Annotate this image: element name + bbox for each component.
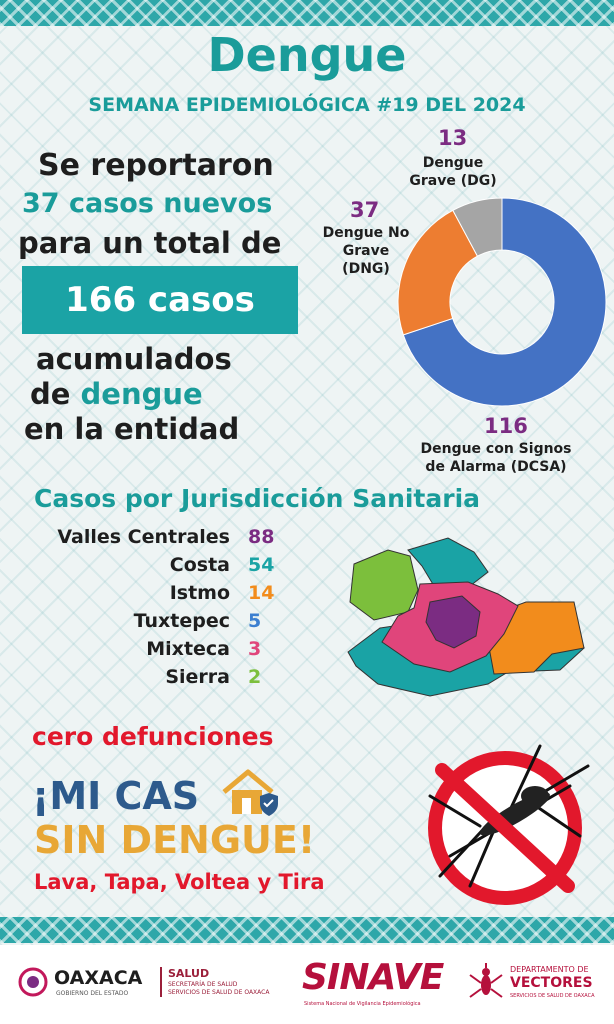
vectores-mosquito-icon: [469, 963, 503, 998]
vectores-logo-line-2: VECTORES: [510, 975, 593, 991]
total-cases-badge: 166 casos: [22, 266, 298, 334]
summary-line-5: de dengue: [30, 377, 203, 411]
dg-label: Dengue Grave (DG): [409, 155, 497, 189]
summary-new-cases: 37 casos nuevos: [22, 188, 273, 219]
jurisdiction-name: Tuxtepec: [133, 610, 230, 632]
no-mosquito-icon: [428, 744, 590, 905]
jurisdiction-value: 5: [248, 610, 262, 632]
case-type-donut-chart: [397, 197, 607, 407]
oaxaca-emblem-icon: [18, 967, 48, 997]
deaths-statement: cero defunciones: [32, 722, 274, 751]
map-region-istmo: [487, 601, 585, 675]
donut-slice-dng: [397, 209, 479, 336]
jurisdiction-name: Valles Centrales: [57, 526, 230, 548]
sinave-logo-sub: Sistema Nacional de Vigilancia Epidemiol…: [304, 1001, 421, 1007]
top-border-band: [0, 0, 614, 26]
map-region-tuxtepec: [407, 537, 489, 587]
logo-divider: [160, 967, 162, 997]
oaxaca-map: [347, 537, 585, 697]
dng-label: Dengue No Grave (DNG): [322, 225, 410, 277]
campaign-slogan: Lava, Tapa, Voltea y Tira: [34, 870, 325, 894]
dg-number: 13: [438, 126, 468, 150]
map-region-mixteca: [349, 549, 419, 621]
vectores-logo-line-1: DEPARTAMENTO DE: [510, 965, 589, 974]
summary-line-4: acumulados: [36, 342, 232, 376]
jurisdiction-value: 2: [248, 666, 262, 688]
campaign-line-2: SIN DENGUE!: [34, 818, 316, 862]
jurisdictions-heading: Casos por Jurisdicción Sanitaria: [34, 484, 481, 513]
vectores-logo-line-3: SERVICIOS DE SALUD DE OAXACA: [510, 993, 595, 999]
bottom-border-band: [0, 917, 614, 943]
jurisdiction-value: 3: [248, 638, 262, 660]
donut-slice-dg: [452, 197, 503, 257]
campaign-line-1: ¡MI CAS: [32, 774, 200, 818]
jurisdiction-name: Costa: [169, 554, 230, 576]
map-region-valles: [425, 595, 481, 649]
oaxaca-logo-sub: GOBIERNO DEL ESTADO: [56, 990, 129, 997]
dng-number: 37: [350, 198, 380, 222]
jurisdiction-value: 14: [248, 582, 275, 604]
page-title: Dengue: [207, 28, 407, 82]
jurisdiction-value: 54: [248, 554, 275, 576]
patterned-background: [0, 0, 614, 945]
jurisdiction-value: 88: [248, 526, 275, 548]
donut-slice-dcsa: [402, 197, 607, 407]
dcsa-label: Dengue con Signos de Alarma (DCSA): [420, 441, 572, 475]
jurisdiction-name: Istmo: [169, 582, 230, 604]
page-subtitle: SEMANA EPIDEMIOLÓGICA #19 DEL 2024: [88, 94, 526, 116]
dcsa-number: 116: [484, 414, 528, 438]
jurisdiction-name: Sierra: [165, 666, 230, 688]
summary-line-1: Se reportaron: [38, 148, 274, 183]
oaxaca-logo-text: OAXACA: [54, 967, 143, 989]
summary-line-6: en la entidad: [24, 412, 240, 446]
sinave-logo-text: SINAVE: [302, 957, 444, 998]
salud-logo-sub-1: SECRETARÍA DE SALUD: [168, 981, 238, 988]
summary-line-3: para un total de: [18, 226, 282, 260]
jurisdiction-name: Mixteca: [146, 638, 230, 660]
footer-logos: OAXACA GOBIERNO DEL ESTADO SALUD SECRETA…: [0, 945, 614, 1024]
salud-logo-sub-2: SERVICIOS DE SALUD DE OAXACA: [168, 989, 270, 996]
salud-logo-text: SALUD: [168, 967, 210, 980]
house-shield-icon: [222, 769, 278, 816]
